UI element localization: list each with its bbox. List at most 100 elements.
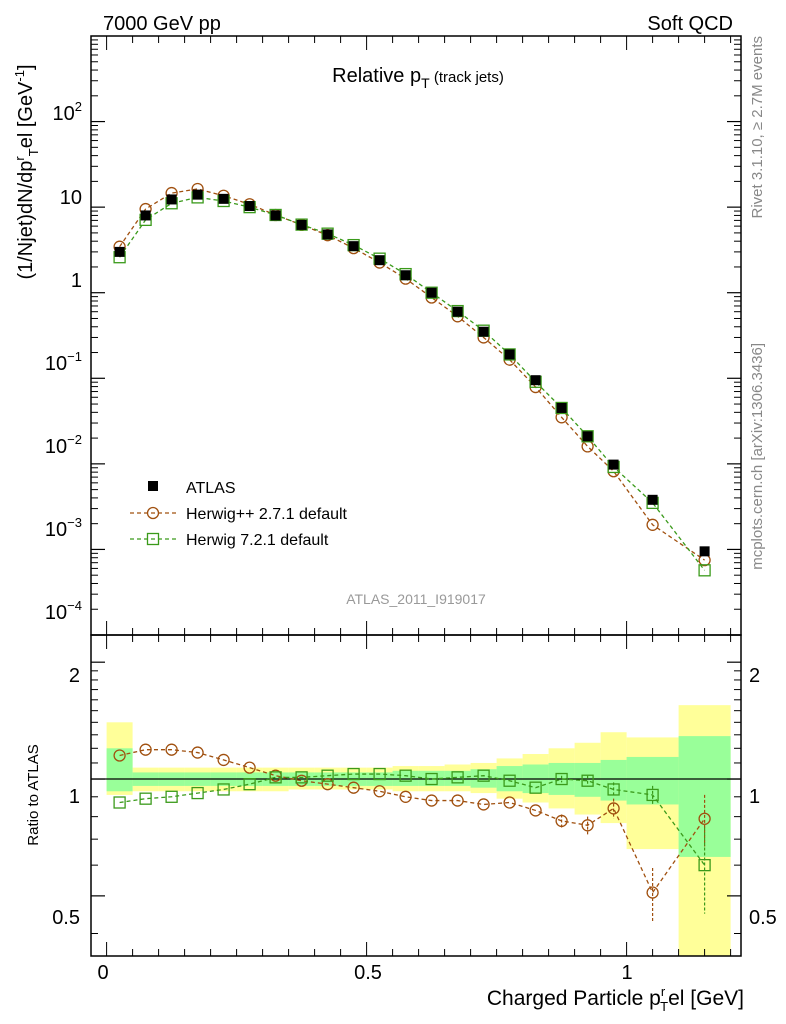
ratio-y-tick-labels: 2 1 0.5 2 1 0.5 (52, 665, 777, 929)
point-herwig7 (581, 430, 594, 443)
ratio-point-herwigpp (425, 794, 438, 807)
ratio-y-tick-label: 2 (69, 665, 80, 687)
y-tick-label: 10−3 (45, 515, 82, 541)
ratio-point-herwigpp (646, 886, 659, 899)
legend: ATLAS Herwig++ 2.7.1 default Herwig 7.2.… (130, 480, 348, 549)
x-axis-label: Charged Particle pr Tel [GeV] (487, 984, 744, 1014)
header-left-label: 7000 GeV pp (103, 13, 221, 35)
ratio-line-herwig7 (119, 773, 706, 866)
ratio-point-herwig7 (165, 790, 178, 803)
point-herwig7 (698, 564, 711, 577)
ratio-point-herwig7 (295, 771, 308, 784)
ratio-point-herwig7 (581, 774, 594, 787)
y-tick-label: 10−1 (45, 349, 82, 375)
ratio-point-herwig7 (555, 772, 568, 786)
legend-label-herwig7: Herwig 7.2.1 default (186, 532, 329, 549)
ratio-point-herwigpp (347, 781, 360, 794)
y-tick-label: 102 (53, 99, 82, 125)
legend-marker-atlas (148, 481, 158, 491)
ratio-y-tick-label-right: 2 (749, 665, 760, 687)
chart-marks (113, 182, 711, 922)
ratio-band-inner (106, 748, 133, 792)
ratio-point-herwigpp (477, 798, 490, 811)
ratio-y-tick-label-right: 0.5 (749, 907, 777, 929)
ratio-line-herwigpp (119, 749, 706, 894)
point-atlas (452, 306, 463, 317)
ratio-point-herwig7 (503, 774, 516, 787)
ratio-point-herwig7 (217, 783, 230, 796)
ratio-point-herwig7 (243, 778, 256, 791)
point-herwig7 (555, 401, 568, 415)
ratio-point-herwigpp (555, 814, 568, 828)
point-atlas (218, 193, 229, 204)
point-atlas (192, 189, 203, 200)
mcplots-label: mcplots.cern.ch [arXiv:1306.3436] (749, 343, 766, 570)
analysis-tag: ATLAS_2011_I919017 (346, 591, 486, 607)
point-atlas (296, 219, 307, 230)
ratio-point-herwig7 (321, 769, 334, 782)
main-y-tick-labels: 102 10 1 10−1 10−2 10−3 10−4 (45, 99, 82, 624)
point-atlas (530, 375, 541, 386)
header-right-label: Soft QCD (647, 13, 733, 35)
ratio-band-inner (444, 770, 471, 786)
point-atlas (647, 494, 658, 505)
ratio-band-inner (392, 770, 419, 786)
ratio-y-tick-label-right: 1 (749, 786, 760, 808)
ratio-point-herwigpp (165, 743, 178, 756)
legend-label-herwigpp: Herwig++ 2.7.1 default (186, 506, 348, 523)
ratio-point-herwig7 (646, 788, 659, 802)
ratio-point-herwigpp (373, 785, 386, 798)
ratio-point-herwig7 (139, 792, 152, 805)
ratio-point-herwigpp (113, 749, 126, 762)
point-herwig7 (295, 218, 308, 231)
ratio-y-axis-label: Ratio to ATLAS (25, 744, 42, 845)
point-atlas (699, 546, 710, 557)
point-atlas (608, 459, 619, 470)
point-atlas (166, 194, 177, 205)
legend-marker-herwig7 (146, 532, 160, 546)
x-tick-labels: 0 0.5 1 (97, 962, 632, 984)
ratio-point-herwig7 (269, 771, 282, 784)
point-herwigpp (581, 440, 594, 453)
line-herwigpp (119, 188, 705, 561)
ratio-point-herwig7 (529, 781, 542, 794)
point-atlas (374, 255, 385, 266)
point-herwig7 (503, 348, 516, 361)
ratio-point-herwig7 (477, 769, 490, 782)
point-herwigpp (646, 518, 659, 531)
x-tick-label: 0 (97, 962, 108, 984)
ratio-point-herwig7 (607, 783, 620, 796)
ratio-plot-frame (90, 634, 742, 957)
ratio-band-inner (418, 770, 445, 786)
ratio-point-herwigpp (698, 812, 711, 825)
point-atlas (556, 402, 567, 413)
ratio-point-herwigpp (321, 778, 334, 791)
ratio-point-herwigpp (451, 794, 464, 807)
x-tick-label: 0.5 (354, 962, 382, 984)
plot-title: Relative pT (track jets) (332, 65, 504, 91)
ratio-point-herwig7 (113, 796, 126, 809)
point-atlas (426, 287, 437, 298)
point-atlas (504, 349, 515, 360)
point-atlas (400, 270, 411, 281)
ratio-point-herwigpp (399, 790, 412, 803)
ratio-point-herwig7 (425, 772, 438, 786)
point-herwig7 (425, 286, 438, 299)
y-tick-label: 1 (71, 270, 82, 292)
ratio-point-herwig7 (698, 858, 711, 872)
axes-frame (90, 35, 742, 957)
point-atlas (478, 326, 489, 337)
ratio-point-herwig7 (451, 771, 464, 784)
point-atlas (582, 431, 593, 442)
ratio-point-herwigpp (529, 804, 542, 817)
ratio-point-herwigpp (607, 802, 620, 815)
ratio-point-herwigpp (139, 743, 152, 756)
point-atlas (140, 210, 151, 221)
point-atlas (244, 201, 255, 212)
ratio-y-tick-label: 0.5 (52, 907, 80, 929)
main-y-axis-label: (1/Njet)dN/dprTel [GeV-1] (12, 64, 41, 279)
ratio-point-herwig7 (399, 769, 412, 782)
legend-label-atlas: ATLAS (186, 480, 236, 497)
point-atlas (348, 241, 359, 252)
